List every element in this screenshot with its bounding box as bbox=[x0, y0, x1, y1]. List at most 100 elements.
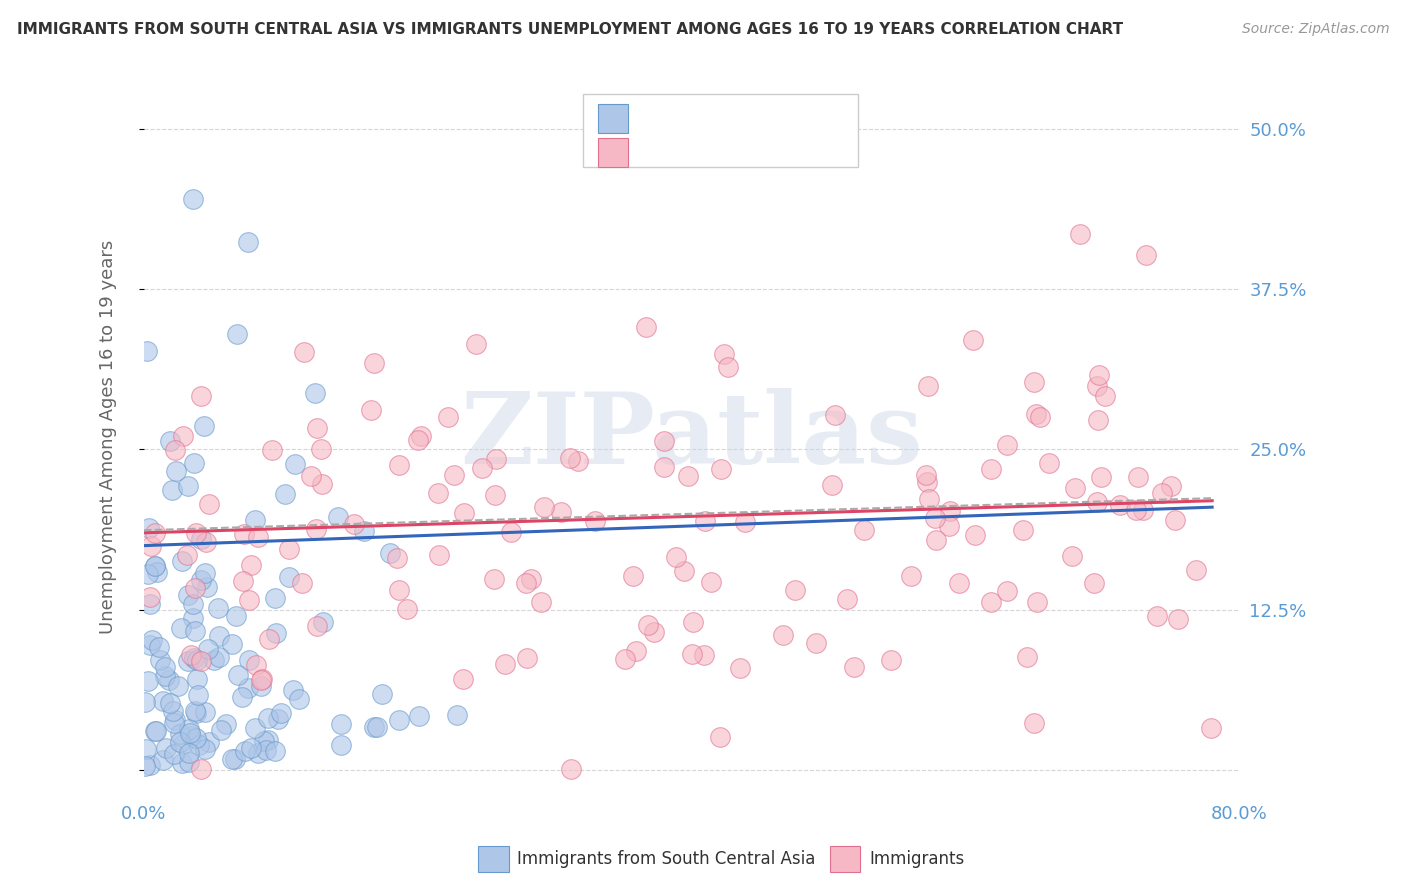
Point bbox=[176, 549, 198, 563]
Point bbox=[388, 582, 411, 597]
Point bbox=[186, 653, 208, 667]
Point bbox=[250, 679, 273, 693]
Point bbox=[980, 595, 1002, 609]
Point bbox=[717, 360, 740, 375]
Point bbox=[494, 657, 516, 671]
Point bbox=[208, 650, 231, 665]
Point bbox=[238, 653, 260, 667]
Point bbox=[238, 681, 260, 695]
Point bbox=[139, 758, 162, 772]
Point bbox=[186, 672, 208, 686]
Point bbox=[824, 408, 846, 422]
Point bbox=[138, 566, 160, 581]
Point bbox=[256, 711, 278, 725]
Point bbox=[165, 464, 187, 478]
Point bbox=[146, 565, 169, 579]
Point bbox=[804, 636, 827, 650]
Point bbox=[1201, 721, 1223, 735]
Point bbox=[583, 514, 606, 528]
Point bbox=[1135, 247, 1157, 261]
Point bbox=[143, 559, 166, 574]
Point bbox=[180, 648, 202, 663]
Point bbox=[408, 709, 430, 723]
Point bbox=[145, 724, 167, 739]
Point bbox=[652, 459, 675, 474]
Point bbox=[160, 483, 183, 498]
Point bbox=[243, 721, 266, 735]
Point bbox=[1146, 609, 1168, 624]
Point bbox=[1062, 549, 1084, 564]
Point bbox=[177, 756, 200, 770]
Point bbox=[170, 621, 193, 635]
Point bbox=[134, 695, 156, 709]
Point bbox=[915, 475, 938, 490]
Point bbox=[427, 485, 450, 500]
Point bbox=[305, 521, 328, 535]
Point bbox=[693, 648, 716, 662]
Point bbox=[550, 505, 572, 519]
Point bbox=[208, 629, 231, 643]
Point bbox=[172, 738, 194, 752]
Point bbox=[159, 434, 181, 449]
Point bbox=[264, 625, 287, 640]
Point bbox=[187, 688, 209, 702]
Point bbox=[1087, 413, 1109, 427]
Point bbox=[1160, 478, 1182, 492]
Point bbox=[159, 673, 181, 687]
Point bbox=[520, 572, 543, 586]
Point bbox=[170, 554, 193, 568]
Point bbox=[184, 581, 207, 595]
Point bbox=[183, 651, 205, 665]
Point bbox=[181, 597, 204, 611]
Point bbox=[198, 735, 221, 749]
Point bbox=[170, 756, 193, 771]
Point bbox=[484, 488, 506, 502]
Point bbox=[785, 583, 807, 598]
Point bbox=[163, 715, 186, 730]
Text: ZIPatlas: ZIPatlas bbox=[460, 388, 922, 485]
Point bbox=[1090, 470, 1112, 484]
Point bbox=[278, 541, 301, 556]
Point bbox=[159, 697, 181, 711]
Point bbox=[167, 679, 190, 693]
Point bbox=[1012, 523, 1035, 537]
Point bbox=[516, 651, 538, 665]
Point bbox=[252, 672, 274, 686]
Point bbox=[179, 722, 201, 736]
Point bbox=[307, 618, 329, 632]
Point bbox=[1038, 456, 1060, 470]
Point bbox=[343, 517, 366, 532]
Point bbox=[530, 595, 553, 609]
Point bbox=[249, 673, 271, 687]
Point bbox=[1125, 502, 1147, 516]
Point bbox=[700, 575, 723, 590]
Point bbox=[277, 570, 299, 584]
Point bbox=[195, 580, 218, 594]
Point bbox=[366, 720, 388, 734]
Point bbox=[533, 500, 555, 515]
Point bbox=[190, 762, 212, 776]
Point bbox=[177, 654, 200, 668]
Point bbox=[305, 420, 328, 434]
Point bbox=[197, 497, 219, 511]
Point bbox=[1150, 485, 1173, 500]
Point bbox=[163, 747, 186, 761]
Point bbox=[179, 725, 201, 739]
Y-axis label: Unemployment Among Ages 16 to 19 years: Unemployment Among Ages 16 to 19 years bbox=[100, 239, 117, 633]
Text: 142: 142 bbox=[808, 143, 849, 162]
Point bbox=[1064, 481, 1087, 495]
Point bbox=[236, 235, 259, 249]
Point bbox=[245, 657, 267, 672]
Point bbox=[136, 343, 159, 358]
Point bbox=[184, 706, 207, 720]
Point bbox=[304, 385, 326, 400]
Point bbox=[682, 615, 704, 630]
Point bbox=[917, 379, 939, 393]
Point bbox=[148, 640, 170, 655]
Point bbox=[221, 752, 243, 766]
Point bbox=[710, 462, 733, 476]
Point bbox=[180, 729, 202, 743]
Point bbox=[188, 739, 211, 753]
Point bbox=[163, 714, 186, 728]
Point bbox=[395, 602, 418, 616]
